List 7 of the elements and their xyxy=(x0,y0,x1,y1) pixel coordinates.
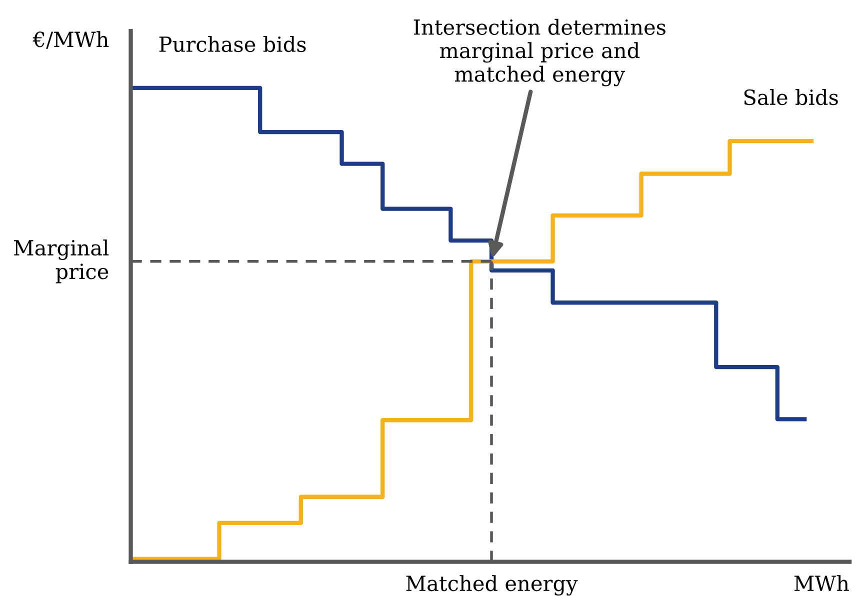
ref-line-label: Marginal price xyxy=(14,240,109,284)
text: Intersection determines marginal price and matched energy xyxy=(414,18,666,86)
text: Matched energy xyxy=(406,575,578,596)
y-axis-title: €/MWh xyxy=(32,31,109,49)
series-label: Sale bids xyxy=(744,89,838,106)
x-axis-title: MWh xyxy=(794,575,849,591)
series-label: Purchase bids xyxy=(159,36,306,52)
